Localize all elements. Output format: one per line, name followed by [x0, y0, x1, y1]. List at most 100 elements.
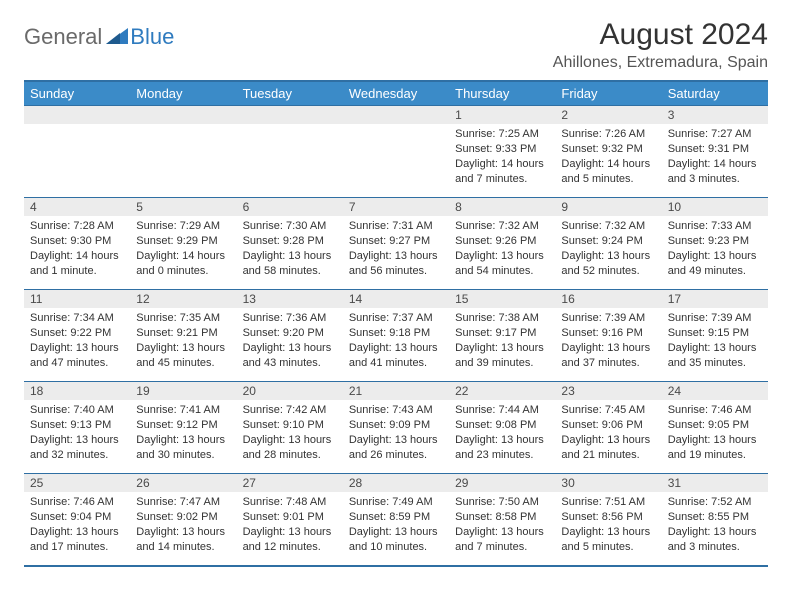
calendar-cell: 1Sunrise: 7:25 AMSunset: 9:33 PMDaylight… [449, 106, 555, 198]
day-details: Sunrise: 7:49 AMSunset: 8:59 PMDaylight:… [343, 492, 449, 560]
calendar-cell: 28Sunrise: 7:49 AMSunset: 8:59 PMDayligh… [343, 474, 449, 566]
daylight-text: Daylight: 13 hours and 26 minutes. [349, 433, 443, 463]
calendar-cell: 16Sunrise: 7:39 AMSunset: 9:16 PMDayligh… [555, 290, 661, 382]
daylight-text: Daylight: 13 hours and 35 minutes. [668, 341, 762, 371]
sunrise-text: Sunrise: 7:48 AM [243, 495, 337, 510]
calendar-cell: 10Sunrise: 7:33 AMSunset: 9:23 PMDayligh… [662, 198, 768, 290]
daylight-text: Daylight: 13 hours and 10 minutes. [349, 525, 443, 555]
calendar-cell: 20Sunrise: 7:42 AMSunset: 9:10 PMDayligh… [237, 382, 343, 474]
sunrise-text: Sunrise: 7:40 AM [30, 403, 124, 418]
day-number: 31 [662, 474, 768, 492]
sunset-text: Sunset: 9:31 PM [668, 142, 762, 157]
sunset-text: Sunset: 8:58 PM [455, 510, 549, 525]
day-details: Sunrise: 7:26 AMSunset: 9:32 PMDaylight:… [555, 124, 661, 192]
daylight-text: Daylight: 14 hours and 5 minutes. [561, 157, 655, 187]
day-number: 12 [130, 290, 236, 308]
sunset-text: Sunset: 9:30 PM [30, 234, 124, 249]
calendar-cell [130, 106, 236, 198]
day-details: Sunrise: 7:31 AMSunset: 9:27 PMDaylight:… [343, 216, 449, 284]
sunset-text: Sunset: 9:27 PM [349, 234, 443, 249]
sunset-text: Sunset: 9:26 PM [455, 234, 549, 249]
day-details: Sunrise: 7:35 AMSunset: 9:21 PMDaylight:… [130, 308, 236, 376]
daylight-text: Daylight: 13 hours and 3 minutes. [668, 525, 762, 555]
daylight-text: Daylight: 13 hours and 21 minutes. [561, 433, 655, 463]
sunset-text: Sunset: 9:33 PM [455, 142, 549, 157]
day-number: 22 [449, 382, 555, 400]
daylight-text: Daylight: 13 hours and 32 minutes. [30, 433, 124, 463]
day-details: Sunrise: 7:27 AMSunset: 9:31 PMDaylight:… [662, 124, 768, 192]
calendar-cell: 22Sunrise: 7:44 AMSunset: 9:08 PMDayligh… [449, 382, 555, 474]
daylight-text: Daylight: 13 hours and 41 minutes. [349, 341, 443, 371]
calendar-cell: 12Sunrise: 7:35 AMSunset: 9:21 PMDayligh… [130, 290, 236, 382]
sunset-text: Sunset: 9:01 PM [243, 510, 337, 525]
sunset-text: Sunset: 9:29 PM [136, 234, 230, 249]
daylight-text: Daylight: 13 hours and 7 minutes. [455, 525, 549, 555]
daylight-text: Daylight: 14 hours and 3 minutes. [668, 157, 762, 187]
calendar-cell: 19Sunrise: 7:41 AMSunset: 9:12 PMDayligh… [130, 382, 236, 474]
sunrise-text: Sunrise: 7:38 AM [455, 311, 549, 326]
logo-triangle-icon [106, 28, 128, 44]
sunset-text: Sunset: 9:16 PM [561, 326, 655, 341]
day-number: 6 [237, 198, 343, 216]
sunrise-text: Sunrise: 7:26 AM [561, 127, 655, 142]
sunset-text: Sunset: 8:56 PM [561, 510, 655, 525]
sunset-text: Sunset: 9:15 PM [668, 326, 762, 341]
day-number: 26 [130, 474, 236, 492]
day-details: Sunrise: 7:28 AMSunset: 9:30 PMDaylight:… [24, 216, 130, 284]
day-number: 17 [662, 290, 768, 308]
calendar-cell [343, 106, 449, 198]
day-number: 24 [662, 382, 768, 400]
sunset-text: Sunset: 9:12 PM [136, 418, 230, 433]
daylight-text: Daylight: 14 hours and 0 minutes. [136, 249, 230, 279]
calendar-week-row: 18Sunrise: 7:40 AMSunset: 9:13 PMDayligh… [24, 382, 768, 474]
sunrise-text: Sunrise: 7:43 AM [349, 403, 443, 418]
day-header: Thursday [449, 81, 555, 106]
day-number: 1 [449, 106, 555, 124]
day-number [130, 106, 236, 124]
sunrise-text: Sunrise: 7:52 AM [668, 495, 762, 510]
day-details: Sunrise: 7:48 AMSunset: 9:01 PMDaylight:… [237, 492, 343, 560]
calendar-week-row: 11Sunrise: 7:34 AMSunset: 9:22 PMDayligh… [24, 290, 768, 382]
sunrise-text: Sunrise: 7:44 AM [455, 403, 549, 418]
page-header: General Blue August 2024 Ahillones, Extr… [24, 18, 768, 72]
day-header-row: Sunday Monday Tuesday Wednesday Thursday… [24, 81, 768, 106]
day-number: 20 [237, 382, 343, 400]
day-number [237, 106, 343, 124]
calendar-cell: 26Sunrise: 7:47 AMSunset: 9:02 PMDayligh… [130, 474, 236, 566]
daylight-text: Daylight: 13 hours and 56 minutes. [349, 249, 443, 279]
calendar-cell [24, 106, 130, 198]
sunrise-text: Sunrise: 7:41 AM [136, 403, 230, 418]
sunrise-text: Sunrise: 7:50 AM [455, 495, 549, 510]
calendar-cell: 18Sunrise: 7:40 AMSunset: 9:13 PMDayligh… [24, 382, 130, 474]
sunrise-text: Sunrise: 7:33 AM [668, 219, 762, 234]
calendar-cell: 25Sunrise: 7:46 AMSunset: 9:04 PMDayligh… [24, 474, 130, 566]
day-number: 8 [449, 198, 555, 216]
day-number: 4 [24, 198, 130, 216]
day-details: Sunrise: 7:52 AMSunset: 8:55 PMDaylight:… [662, 492, 768, 560]
day-number: 30 [555, 474, 661, 492]
day-details: Sunrise: 7:50 AMSunset: 8:58 PMDaylight:… [449, 492, 555, 560]
sunset-text: Sunset: 9:10 PM [243, 418, 337, 433]
sunset-text: Sunset: 9:32 PM [561, 142, 655, 157]
daylight-text: Daylight: 13 hours and 49 minutes. [668, 249, 762, 279]
day-details: Sunrise: 7:47 AMSunset: 9:02 PMDaylight:… [130, 492, 236, 560]
calendar-week-row: 4Sunrise: 7:28 AMSunset: 9:30 PMDaylight… [24, 198, 768, 290]
calendar-table: Sunday Monday Tuesday Wednesday Thursday… [24, 80, 768, 567]
logo: General Blue [24, 18, 174, 50]
sunset-text: Sunset: 9:18 PM [349, 326, 443, 341]
sunrise-text: Sunrise: 7:32 AM [561, 219, 655, 234]
daylight-text: Daylight: 13 hours and 12 minutes. [243, 525, 337, 555]
sunrise-text: Sunrise: 7:39 AM [561, 311, 655, 326]
sunrise-text: Sunrise: 7:51 AM [561, 495, 655, 510]
daylight-text: Daylight: 13 hours and 39 minutes. [455, 341, 549, 371]
daylight-text: Daylight: 13 hours and 14 minutes. [136, 525, 230, 555]
day-number: 28 [343, 474, 449, 492]
sunset-text: Sunset: 9:02 PM [136, 510, 230, 525]
day-number [343, 106, 449, 124]
sunrise-text: Sunrise: 7:28 AM [30, 219, 124, 234]
day-header: Friday [555, 81, 661, 106]
day-details: Sunrise: 7:51 AMSunset: 8:56 PMDaylight:… [555, 492, 661, 560]
sunset-text: Sunset: 9:08 PM [455, 418, 549, 433]
calendar-cell: 14Sunrise: 7:37 AMSunset: 9:18 PMDayligh… [343, 290, 449, 382]
calendar-cell: 17Sunrise: 7:39 AMSunset: 9:15 PMDayligh… [662, 290, 768, 382]
